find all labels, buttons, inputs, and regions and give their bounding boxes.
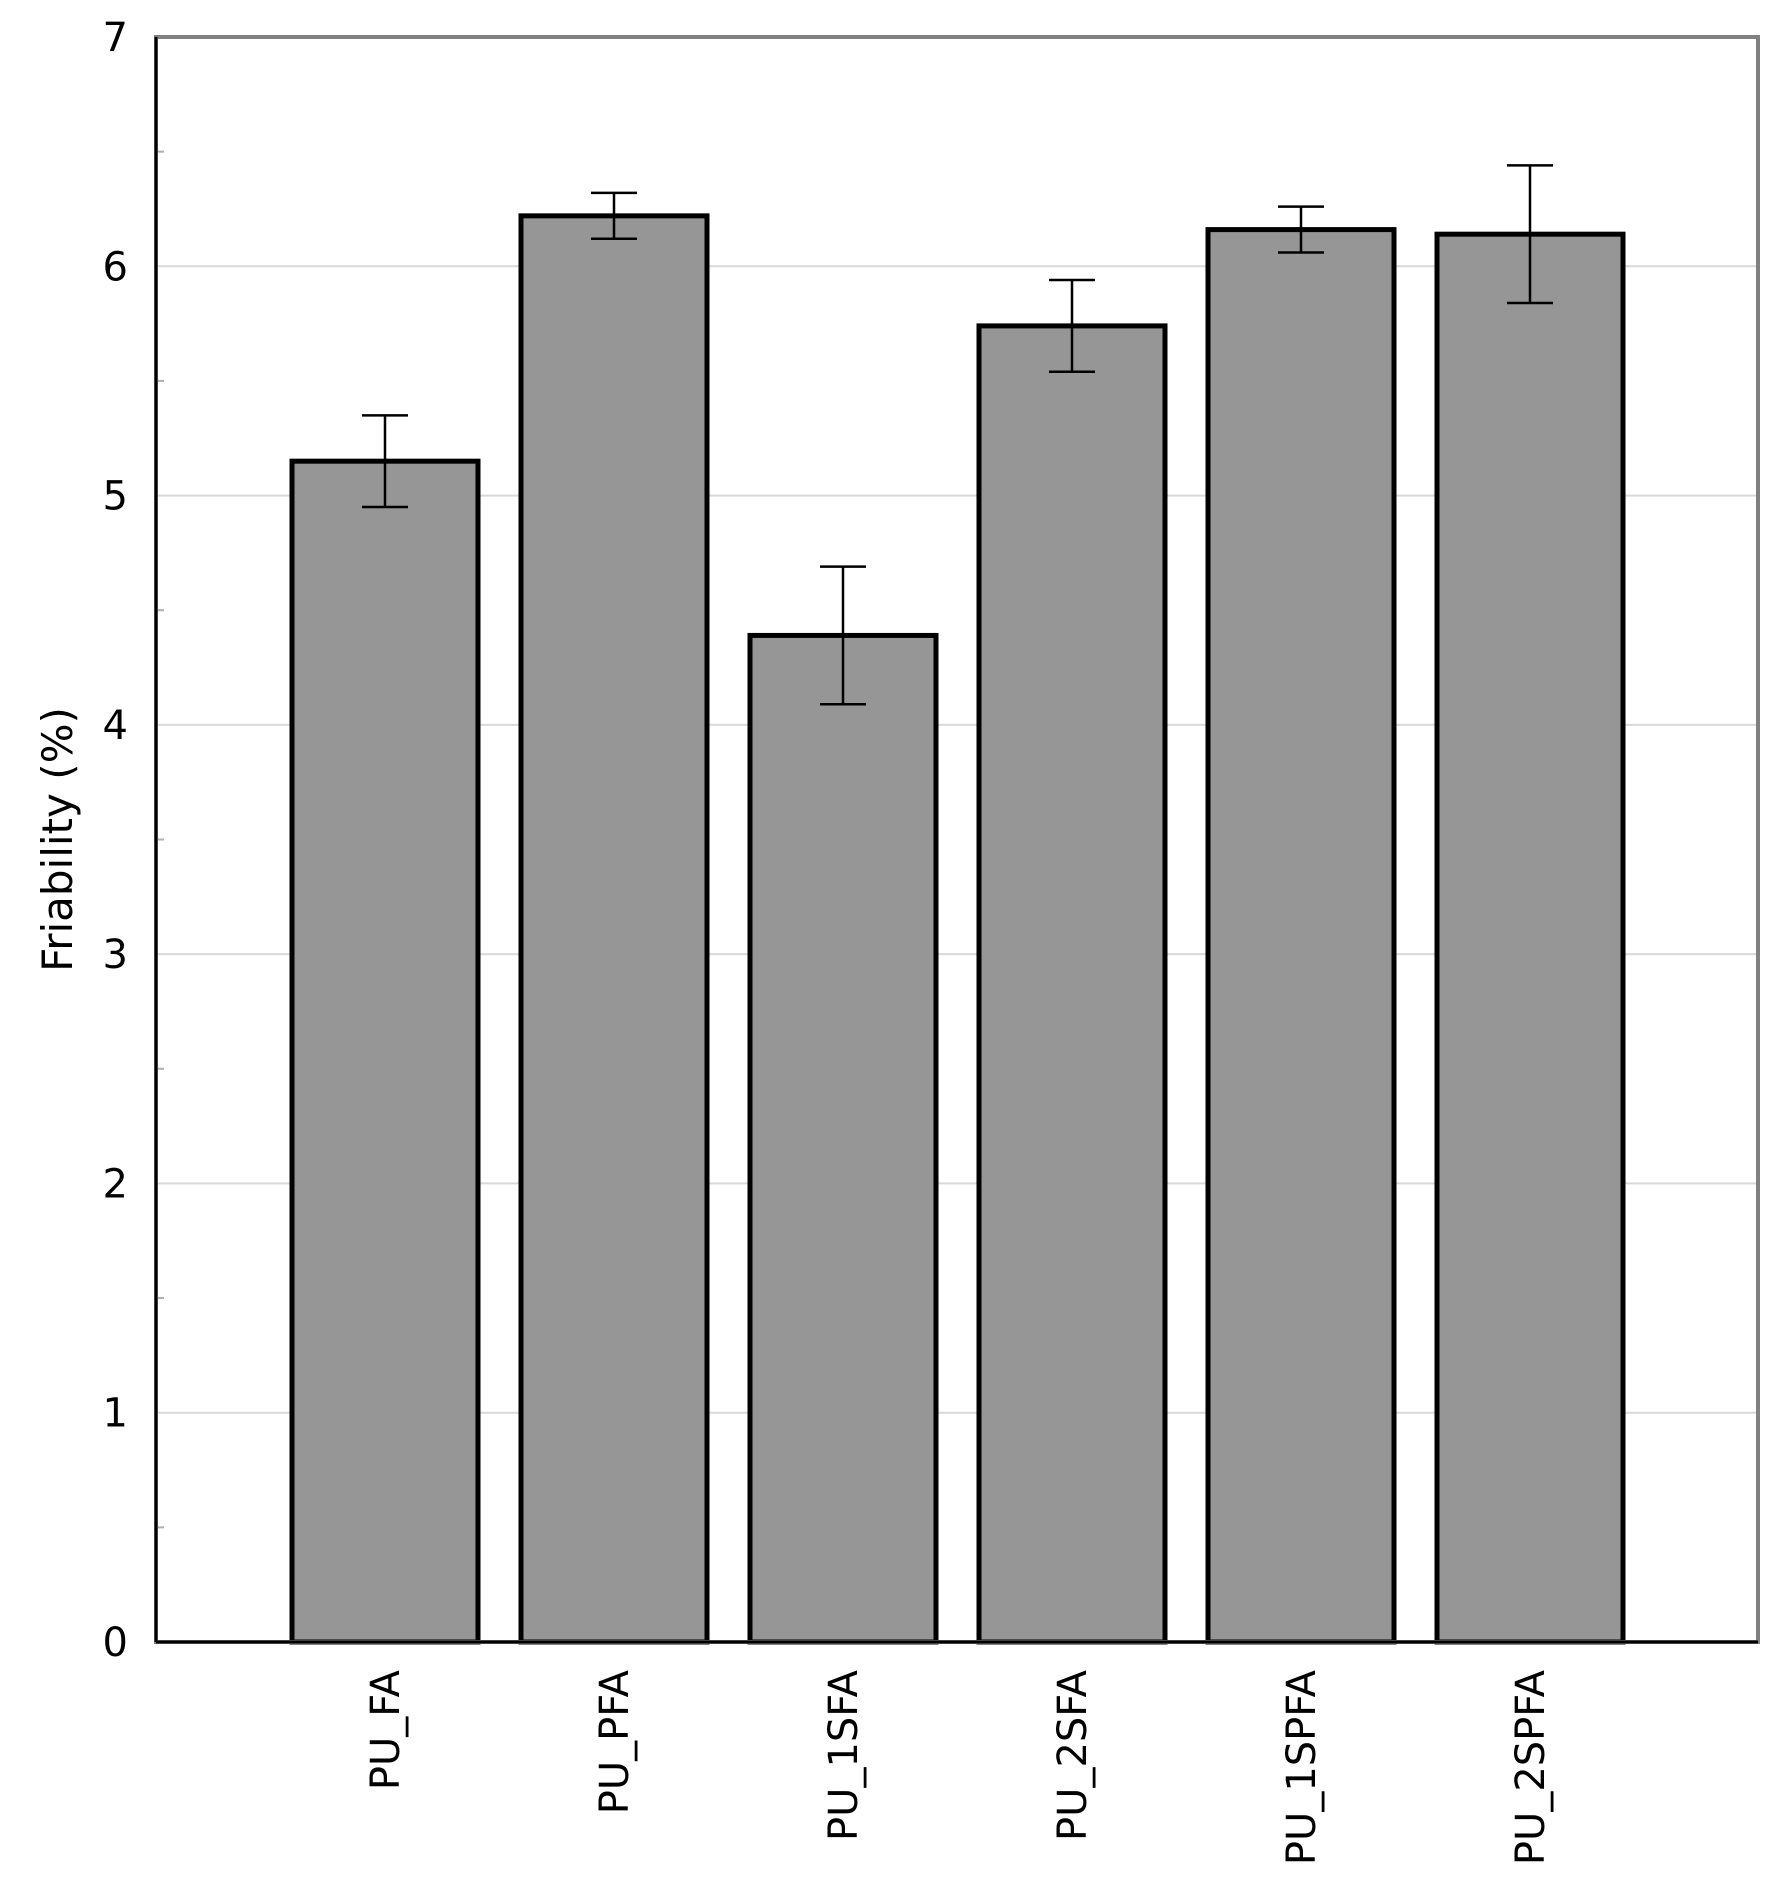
bar-pu-fa <box>289 458 481 1645</box>
error-bar <box>362 414 408 509</box>
bar-pu-1sfa <box>747 632 939 1645</box>
error-bar <box>1507 164 1553 305</box>
y-tick-label: 5 <box>103 474 128 520</box>
error-bar <box>591 191 637 241</box>
bar-pu-1spfa <box>1205 227 1397 1645</box>
category-label: PU_FA <box>363 1669 409 1790</box>
error-bars <box>362 164 1553 706</box>
bar-pu-2sfa <box>976 323 1168 1645</box>
error-bar <box>820 565 866 706</box>
y-tick-label: 4 <box>103 703 128 749</box>
y-tick-label: 7 <box>103 15 128 61</box>
y-tick-labels: 0 1 2 3 4 5 6 7 <box>103 15 128 1666</box>
y-tick-label: 0 <box>103 1620 128 1666</box>
category-labels: PU_FA PU_PFA PU_1SFA PU_2SFA PU_1SPFA PU_2SPF… <box>363 1669 1554 1865</box>
category-label: PU_1SPFA <box>1279 1669 1325 1865</box>
y-tick-label: 6 <box>103 244 128 290</box>
y-tick-label: 1 <box>103 1391 128 1437</box>
category-label: PU_2SPFA <box>1508 1669 1554 1865</box>
category-label: PU_PFA <box>592 1669 638 1814</box>
bar-pu-pfa <box>518 213 710 1645</box>
category-label: PU_2SFA <box>1050 1669 1096 1841</box>
bars <box>289 213 1626 1645</box>
error-bar <box>1049 278 1095 374</box>
error-bar <box>1278 205 1324 254</box>
y-tick-label: 2 <box>103 1161 128 1207</box>
bar-pu-2spfa <box>1434 231 1626 1645</box>
category-label: PU_1SFA <box>821 1669 867 1841</box>
y-tick-label: 3 <box>103 932 128 978</box>
y-axis-title: Friability (%) <box>33 707 82 972</box>
